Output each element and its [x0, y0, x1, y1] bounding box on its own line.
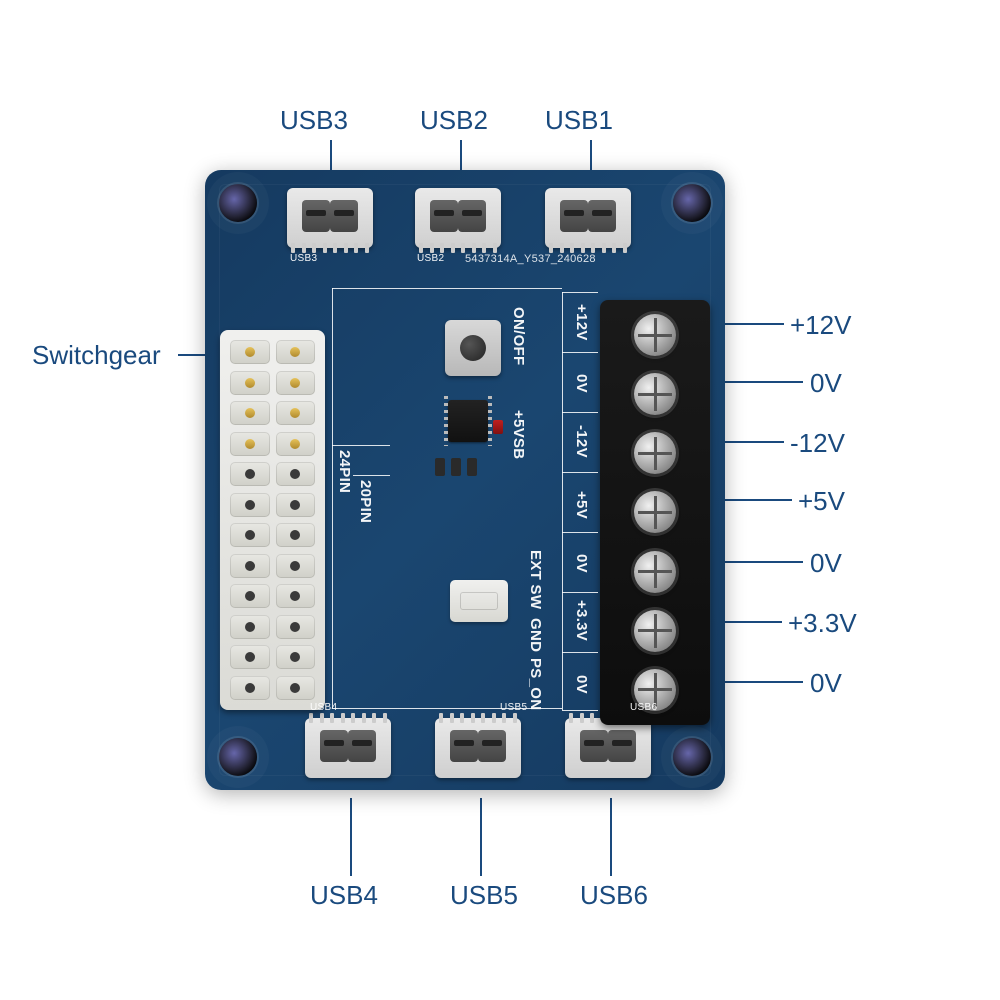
pcb-board: ON/OFF +5VSB +12V 0V -12V +5V 0V +3.3V 0…: [205, 170, 725, 790]
label-0v-3: 0V: [810, 668, 842, 699]
terminal-+12v: [600, 308, 710, 362]
atx-24pin-header: [220, 330, 325, 710]
silk-pson: PS_ON: [527, 658, 544, 710]
label-usb5: USB5: [450, 880, 518, 911]
silk-line: [562, 710, 598, 711]
lead-usb6: [610, 798, 612, 876]
silk-line: [353, 475, 390, 476]
label-+3.3v: +3.3V: [788, 608, 857, 639]
silk-line: [562, 532, 598, 533]
label-usb3: USB3: [280, 105, 348, 136]
silk-line: [562, 352, 598, 353]
label--12v: -12V: [790, 428, 845, 459]
usb-port-5: [435, 718, 521, 778]
usb-port-4: [305, 718, 391, 778]
silk-usb2: USB2: [417, 253, 444, 264]
usb-port-2: [415, 188, 501, 248]
usb-port-3: [287, 188, 373, 248]
label-0v-1: 0V: [810, 368, 842, 399]
silk-usb3: USB3: [290, 253, 317, 264]
silk-line: [562, 592, 598, 593]
mounting-hole: [219, 184, 257, 222]
silk-+5vsb: +5VSB: [510, 410, 527, 459]
jst-header: [450, 580, 508, 622]
silk-20pin: 20PIN: [357, 480, 374, 523]
silk-line: [562, 292, 598, 293]
mounting-hole: [673, 738, 711, 776]
mounting-hole: [219, 738, 257, 776]
lead-usb5: [480, 798, 482, 876]
terminal--12v: [600, 426, 710, 480]
label-usb1: USB1: [545, 105, 613, 136]
label-switchgear: Switchgear: [32, 340, 161, 371]
terminal-0v: [600, 367, 710, 421]
smd: [435, 458, 445, 476]
silk-line: [562, 472, 598, 473]
terminal-0v: [600, 663, 710, 717]
silk-line: [562, 412, 598, 413]
silk-0v: 0V: [573, 554, 590, 573]
silk-line: [332, 445, 390, 446]
label-usb2: USB2: [420, 105, 488, 136]
silk-0v: 0V: [573, 374, 590, 393]
label-+12v: +12V: [790, 310, 851, 341]
silk-+12v: +12V: [573, 304, 590, 341]
terminal-+5v: [600, 485, 710, 539]
silk-line: [332, 288, 333, 708]
label-usb6: USB6: [580, 880, 648, 911]
silk-+3.3v: +3.3V: [573, 600, 590, 641]
on-off-button: [445, 320, 501, 376]
label-0v-2: 0V: [810, 548, 842, 579]
silk-line: [562, 292, 563, 710]
terminal-0v: [600, 545, 710, 599]
silk-partno: 5437314A_Y537_240628: [465, 253, 596, 265]
silk-onoff: ON/OFF: [510, 307, 527, 365]
silk-gnd: GND: [527, 618, 544, 652]
smd-led: [493, 420, 503, 434]
usb-port-1: [545, 188, 631, 248]
terminal-+3.3v: [600, 604, 710, 658]
usb-port-6: [565, 718, 651, 778]
silk-usb5: USB5: [500, 702, 527, 713]
lead-usb4: [350, 798, 352, 876]
silk-usb4: USB4: [310, 702, 337, 713]
silk-line: [332, 288, 562, 289]
smd: [451, 458, 461, 476]
label-+5v: +5V: [798, 486, 845, 517]
silk-line: [332, 708, 562, 709]
silk-usb6: USB6: [630, 702, 657, 713]
silk-extsw: EXT SW: [527, 550, 544, 609]
silk-line: [562, 652, 598, 653]
silk-24pin: 24PIN: [336, 450, 353, 493]
silk-0v: 0V: [573, 675, 590, 694]
smd: [467, 458, 477, 476]
silk--12v: -12V: [573, 425, 590, 458]
ic-chip: [448, 400, 488, 442]
mounting-hole: [673, 184, 711, 222]
screw-terminal-block: [600, 300, 710, 725]
label-usb4: USB4: [310, 880, 378, 911]
silk-+5v: +5V: [573, 491, 590, 519]
